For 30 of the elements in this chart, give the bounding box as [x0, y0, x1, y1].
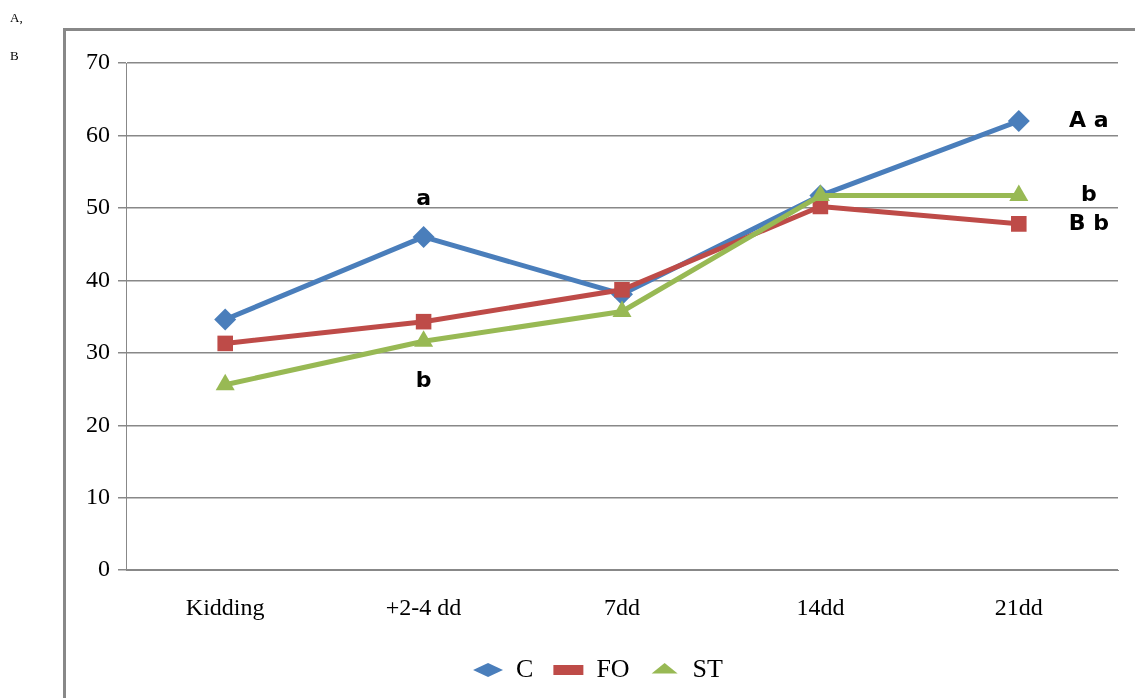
y-tick-label: 50: [86, 193, 110, 220]
x-tick-label: 21dd: [994, 593, 1043, 620]
legend-label: FO: [596, 653, 630, 683]
annotation: A a: [1069, 106, 1109, 132]
y-tick-label: 60: [86, 120, 110, 147]
point: [1011, 216, 1027, 232]
annotation: B b: [1068, 209, 1109, 235]
point: [217, 335, 233, 352]
point: [614, 282, 630, 298]
annotation: b: [1080, 181, 1097, 207]
legend-label: ST: [692, 653, 724, 683]
point: [415, 313, 432, 330]
y-tick-label: 20: [86, 410, 110, 437]
x-tick-label: 7dd: [604, 593, 640, 620]
y-tick-label: 0: [98, 555, 110, 582]
y-tick-label: 70: [86, 48, 110, 75]
point: [214, 308, 237, 331]
text: B: [10, 48, 19, 64]
annotation: a: [416, 184, 432, 210]
y-tick-label: 40: [86, 265, 110, 292]
y-tick-label: 30: [86, 338, 110, 365]
y-tick-label: 10: [86, 483, 110, 510]
point: [412, 225, 435, 248]
text: A,: [10, 10, 23, 26]
x-tick-label: 14dd: [796, 593, 845, 620]
legend-label: C: [516, 653, 534, 683]
x-tick-label: +2-4 dd: [385, 593, 462, 620]
x-tick-label: Kidding: [185, 593, 265, 620]
point: [1007, 109, 1030, 132]
annotation: b: [415, 366, 432, 392]
